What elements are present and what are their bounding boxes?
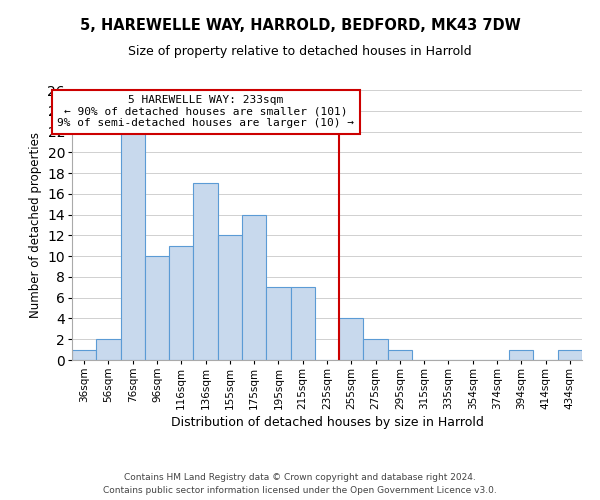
Bar <box>509 350 533 360</box>
Bar <box>339 318 364 360</box>
Bar <box>558 350 582 360</box>
Bar <box>218 236 242 360</box>
Bar <box>388 350 412 360</box>
Text: Size of property relative to detached houses in Harrold: Size of property relative to detached ho… <box>128 45 472 58</box>
Text: Contains public sector information licensed under the Open Government Licence v3: Contains public sector information licen… <box>103 486 497 495</box>
Bar <box>145 256 169 360</box>
Bar <box>364 339 388 360</box>
Text: 5 HAREWELLE WAY: 233sqm
← 90% of detached houses are smaller (101)
9% of semi-de: 5 HAREWELLE WAY: 233sqm ← 90% of detache… <box>57 95 354 128</box>
Bar <box>290 288 315 360</box>
Bar <box>72 350 96 360</box>
Bar <box>121 132 145 360</box>
Bar <box>242 214 266 360</box>
Bar <box>169 246 193 360</box>
Text: 5, HAREWELLE WAY, HARROLD, BEDFORD, MK43 7DW: 5, HAREWELLE WAY, HARROLD, BEDFORD, MK43… <box>80 18 520 32</box>
Bar <box>266 288 290 360</box>
Bar <box>193 184 218 360</box>
Y-axis label: Number of detached properties: Number of detached properties <box>29 132 42 318</box>
Bar <box>96 339 121 360</box>
X-axis label: Distribution of detached houses by size in Harrold: Distribution of detached houses by size … <box>170 416 484 429</box>
Text: Contains HM Land Registry data © Crown copyright and database right 2024.: Contains HM Land Registry data © Crown c… <box>124 472 476 482</box>
